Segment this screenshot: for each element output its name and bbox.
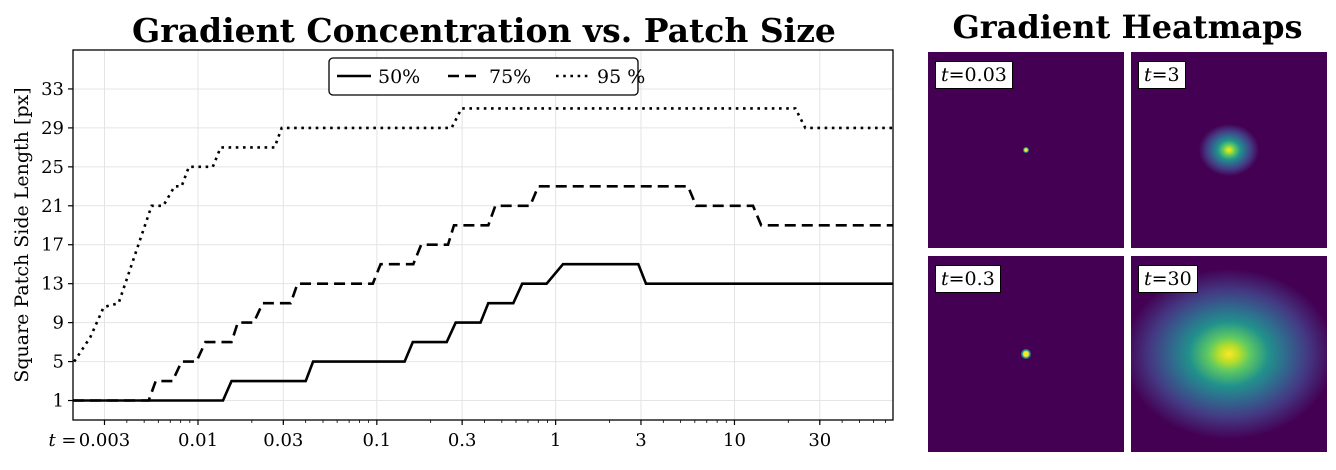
x-tick-label: 0.1	[362, 430, 391, 451]
heatmap-panel: t=3	[1131, 52, 1327, 248]
heatmap-panel: t=0.3	[928, 256, 1124, 452]
heatmap-blob	[1199, 124, 1259, 176]
heatmap-label-var: t	[1144, 64, 1152, 86]
heatmap-label-var: t	[941, 64, 949, 86]
y-tick-label: 5	[53, 352, 64, 373]
x-tick-label: 1	[550, 430, 561, 451]
heatmap-label-value: =3	[1151, 64, 1180, 86]
series-line-dotted	[73, 107, 893, 363]
chart-title: Gradient Concentration vs. Patch Size	[132, 11, 836, 50]
x-tick-label: 3	[635, 430, 646, 451]
heatmap-label: t=30	[1138, 265, 1198, 293]
heatmap-blob	[1023, 147, 1029, 153]
x-tick-label: 10	[723, 430, 746, 451]
series-line-solid	[73, 262, 893, 402]
heatmap-panel: t=30	[1131, 256, 1327, 452]
x-tick-label: 0.003	[79, 430, 131, 451]
heatmap-blob	[1131, 269, 1327, 439]
legend-label: 95 %	[597, 66, 645, 88]
x-tick-prefix: t =	[48, 430, 76, 451]
heatmap-label-value: =30	[1151, 268, 1192, 290]
legend: 50% 75% 95 %	[328, 57, 645, 96]
y-tick-label: 13	[41, 274, 64, 295]
heatmaps-title: Gradient Heatmaps	[952, 8, 1303, 46]
y-tick-label: 21	[41, 196, 64, 217]
heatmap-label-value: =0.3	[948, 268, 995, 290]
y-tick-label: 17	[41, 235, 64, 256]
x-tick-label: 0.03	[263, 430, 303, 451]
y-axis-label: Square Patch Side Length [px]	[11, 87, 33, 382]
x-tick-label: 0.01	[178, 430, 218, 451]
heatmap-label: t=3	[1138, 61, 1186, 89]
y-tick-label: 1	[53, 391, 64, 412]
heatmap-label-var: t	[1144, 268, 1152, 290]
x-tick-label: 0.3	[448, 430, 477, 451]
x-tick-label: 30	[808, 430, 831, 451]
legend-label: 50%	[378, 66, 420, 88]
y-tick-label: 9	[53, 313, 64, 334]
line-chart: Gradient Concentration vs. Patch Size Sq…	[11, 11, 894, 451]
series-line-dashed	[73, 185, 893, 402]
heatmap-label-value: =0.03	[948, 64, 1007, 86]
y-tick-label: 33	[41, 79, 64, 100]
legend-label: 75%	[489, 66, 531, 88]
plot-frame	[72, 49, 894, 421]
y-tick-label: 25	[41, 157, 64, 178]
heatmap-label: t=0.03	[935, 61, 1013, 89]
heatmap-label-var: t	[941, 268, 949, 290]
y-tick-label: 29	[41, 118, 64, 139]
heatmap-label: t=0.3	[935, 265, 1001, 293]
heatmap-panel: t=0.03	[928, 52, 1124, 248]
heatmap-blob	[1021, 349, 1031, 359]
